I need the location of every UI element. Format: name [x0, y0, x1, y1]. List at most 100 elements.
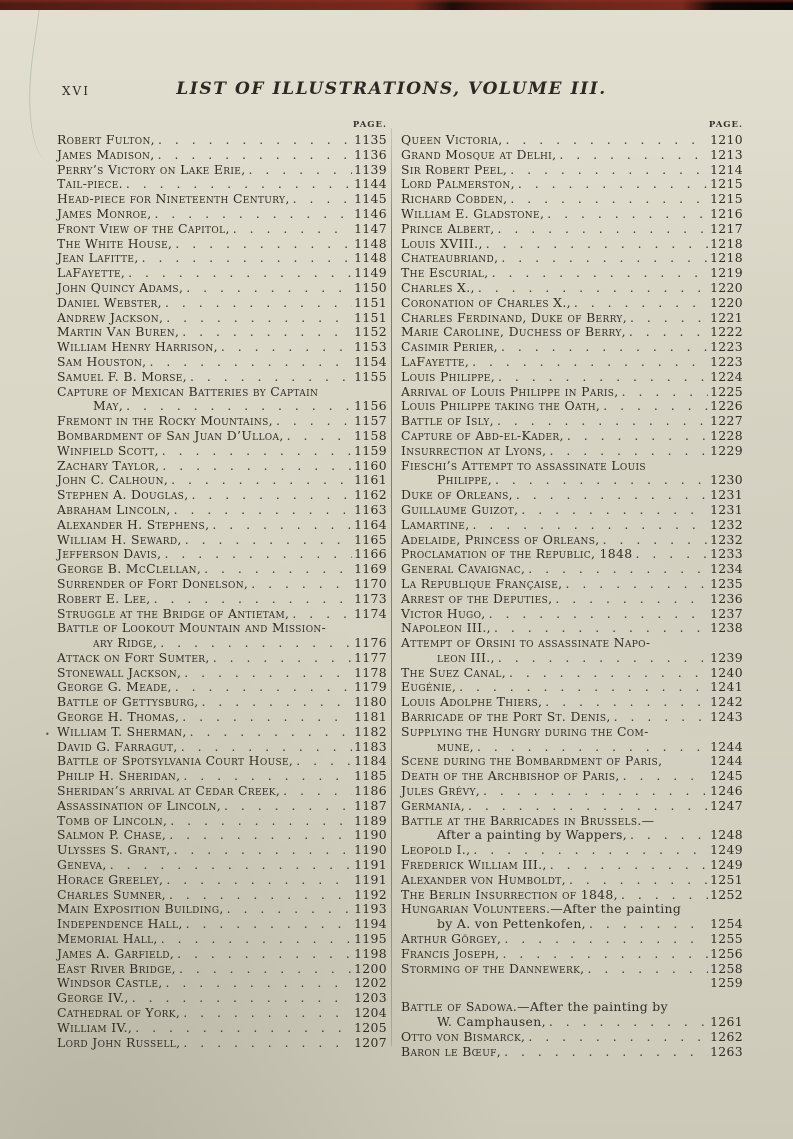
toc-row: Robert E. Lee, 1173 — [57, 590, 387, 607]
dot-leader — [248, 577, 352, 592]
entry-page-number: 1158 — [354, 427, 387, 443]
entry-page-number: 1252 — [710, 886, 743, 902]
entry-page-number: 1222 — [710, 324, 743, 340]
entry-title: Surrender of Fort Donelson, — [57, 575, 249, 591]
entry-page-number: 1181 — [354, 709, 387, 725]
entry-page-number: 1249 — [710, 857, 743, 873]
entry-page-number: 1185 — [354, 768, 387, 784]
entry-page-number: 1214 — [710, 161, 743, 177]
toc-row: The White House, 1148 — [57, 236, 387, 252]
dot-leader — [632, 547, 708, 562]
dot-leader — [584, 962, 708, 977]
toc-row: Otto von Bismarck, 1262 — [401, 1029, 743, 1045]
entry-title: Sam Houston, — [57, 353, 147, 369]
dot-leader — [515, 177, 708, 192]
toc-row: Chateaubriand, 1218 — [401, 251, 743, 266]
entry-page-number: 1144 — [354, 176, 387, 192]
entry-page-number: 1205 — [354, 1019, 387, 1035]
dot-leader — [187, 725, 352, 740]
dot-leader — [163, 976, 353, 991]
dot-leader — [210, 651, 352, 666]
entry-page-number: 1157 — [354, 413, 387, 429]
entry-page-number: 1261 — [710, 1014, 743, 1030]
entry-title: LaFayette, — [57, 265, 126, 281]
toc-row: Eugénie, 1241 — [401, 680, 743, 695]
dot-leader — [513, 488, 708, 503]
entry-title: Zachary Taylor, — [57, 457, 160, 473]
dot-leader — [620, 769, 708, 784]
toc-row: Geneva, 1191 — [57, 857, 387, 873]
entry-page-number: 1135 — [354, 132, 387, 147]
entry-page-number: 1187 — [354, 797, 387, 813]
dot-leader — [151, 592, 352, 607]
entry-page-number: 1218 — [710, 235, 743, 251]
dot-leader — [152, 207, 353, 222]
toc-row: Germania, 1247 — [401, 798, 743, 814]
entry-page-number: 1195 — [354, 931, 387, 947]
entry-title: Chateaubriand, — [401, 250, 499, 266]
column-divider-rule — [391, 128, 392, 1046]
entry-page-number: 1263 — [710, 1043, 743, 1059]
entry-page-number: 1254 — [710, 916, 743, 932]
entry-title: Sir Robert Peel, — [401, 161, 508, 177]
entry-title-plain: by A. von Pettenkofen, — [437, 916, 586, 932]
entry-title: Capture of Abd-el-Kader, — [401, 427, 564, 443]
entry-title: Robert E. Lee, — [57, 590, 151, 606]
toc-row: LaFayette, 1223 — [401, 353, 743, 370]
toc-row: • William T. Sherman, 1182 — [45, 724, 387, 740]
entry-title: Prince Albert, — [401, 220, 495, 236]
entry-title: James Monroe, — [57, 205, 152, 221]
entry-title: Stonewall Jackson, — [57, 664, 182, 680]
toc-row: Head-piece for Nineteenth Century, 1145 — [57, 191, 387, 207]
entry-title: John C. Calhoun, — [57, 472, 169, 488]
dot-leader — [501, 1045, 708, 1060]
toc-row: Death of the Archbishop of Paris, 1245 — [401, 768, 743, 784]
entry-title: Coronation of Charles X., — [401, 294, 571, 310]
dot-leader — [507, 163, 708, 178]
toc-row: La Republique Française, 1235 — [401, 576, 743, 592]
dot-leader — [284, 429, 352, 444]
entry-title: Charles Sumner, — [57, 886, 166, 902]
entry-page-number: 1223 — [710, 339, 743, 355]
toc-column-left: PAGE. Robert Fulton, 1135 James Madison, 11… — [45, 120, 387, 1051]
entry-title: Marie Caroline, Duchess of Berry, — [401, 324, 626, 340]
entry-title-plain: After a painting by Wappers, — [437, 827, 628, 843]
toc-row: Alexander von Humboldt, 1251 — [401, 872, 743, 888]
entry-page-number: 1159 — [354, 442, 387, 458]
entry-title: LaFayette, — [401, 353, 470, 369]
dot-leader — [221, 799, 352, 814]
entry-title: Guillaume Guizot, — [401, 501, 519, 517]
entry-title: Casimir Perier, — [401, 339, 498, 355]
toc-row: Arrival of Louis Philippe in Paris, 1225 — [401, 384, 743, 400]
dot-leader — [492, 473, 708, 488]
dot-leader — [499, 947, 708, 962]
margin-dot: • — [45, 729, 51, 739]
toc-row: Victor Hugo, 1237 — [401, 606, 743, 622]
page-column-label: PAGE. — [352, 120, 387, 130]
dot-leader — [180, 1036, 352, 1051]
toc-row: George H. Thomas, 1181 — [57, 709, 387, 725]
entry-title: leon III., — [437, 649, 495, 665]
dot-leader — [158, 932, 352, 947]
dot-leader — [465, 799, 708, 814]
toc-row: Frederick William III., 1249 — [401, 857, 743, 873]
entry-page-number: 1174 — [354, 605, 387, 621]
entry-title: Robert Fulton, — [57, 132, 155, 147]
entry-page-number: 1255 — [710, 931, 743, 947]
dot-leader — [552, 592, 708, 607]
entry-title: Head-piece for Nineteenth Century, — [57, 191, 290, 207]
dot-leader — [564, 429, 708, 444]
entry-page-number: 1190 — [354, 827, 387, 843]
entry-title: Samuel F. B. Morse, — [57, 368, 187, 384]
page-folio: XVI — [62, 84, 90, 98]
entry-page-number: 1152 — [354, 324, 387, 340]
toc-row: Grand Mosque at Delhi, 1213 — [401, 147, 743, 163]
dot-leader — [280, 784, 352, 799]
entry-page-number: 1161 — [354, 472, 387, 488]
dot-leader — [469, 355, 708, 370]
dot-leader — [125, 266, 352, 281]
entry-page-number: 1258 — [710, 960, 743, 976]
dot-leader — [167, 814, 352, 829]
dot-leader — [627, 828, 708, 843]
entry-page-number: 1256 — [710, 945, 743, 961]
